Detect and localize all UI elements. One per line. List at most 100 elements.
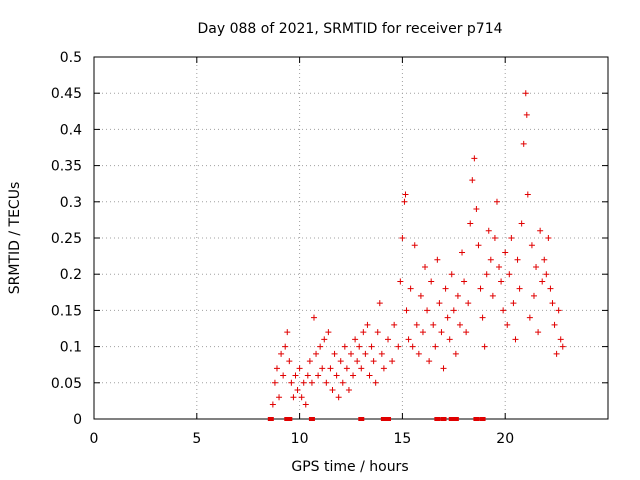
data-point <box>333 372 340 379</box>
data-point <box>545 235 552 241</box>
data-point <box>469 177 476 184</box>
data-point <box>528 242 535 249</box>
tick-labels: 0 5 10 15 20 0 0.05 0.1 0.15 0.2 0.25 0.3 0.35 0.4 0.4… <box>51 50 514 447</box>
data-point <box>422 263 429 270</box>
data-point <box>337 358 344 365</box>
y-tick-label: 0.3 <box>60 195 82 211</box>
y-tick-label: 0.25 <box>51 231 82 247</box>
data-point <box>325 329 332 336</box>
data-point <box>508 235 515 241</box>
data-point <box>345 387 352 394</box>
data-point <box>348 350 354 357</box>
data-point <box>288 379 295 386</box>
data-point <box>358 365 365 372</box>
data-point <box>465 300 472 307</box>
zero-flag <box>267 417 274 421</box>
zero-flag <box>358 417 365 421</box>
data-point <box>321 336 328 343</box>
data-point <box>450 307 457 314</box>
y-tick-label: 0.4 <box>60 122 82 138</box>
data-point <box>401 198 408 205</box>
chart-title: Day 088 of 2021, SRMTID for receiver p71… <box>197 21 502 37</box>
data-point <box>368 343 375 350</box>
data-point <box>385 336 392 343</box>
data-point <box>559 343 566 350</box>
data-point <box>389 358 396 365</box>
data-point <box>504 321 511 328</box>
data-point <box>477 285 484 292</box>
data-point <box>520 140 527 147</box>
data-point <box>555 307 562 314</box>
data-point <box>506 271 513 278</box>
data-point <box>444 314 451 321</box>
data-point <box>356 343 363 350</box>
data-point <box>487 256 494 263</box>
data-point <box>461 278 468 285</box>
y-tick-label: 0.05 <box>51 376 82 392</box>
data-point <box>366 372 373 379</box>
data-point <box>523 111 530 118</box>
x-tick-label: 15 <box>393 431 411 447</box>
data-point <box>360 329 367 336</box>
data-point <box>284 329 291 336</box>
data-point <box>493 198 500 205</box>
data-point <box>278 350 285 357</box>
data-point <box>294 387 301 394</box>
data-point <box>286 358 293 365</box>
data-point <box>343 365 350 372</box>
data-point <box>510 300 517 307</box>
data-point <box>290 394 297 401</box>
zero-flag <box>448 417 455 421</box>
data-point <box>436 300 443 307</box>
data-point <box>409 343 416 350</box>
data-point <box>354 358 361 365</box>
data-point <box>537 227 544 234</box>
y-tick-label: 0.45 <box>51 86 82 102</box>
data-point <box>432 343 439 350</box>
zero-flag <box>380 417 387 421</box>
data-point <box>459 249 466 256</box>
data-point <box>456 321 463 328</box>
data-point <box>370 358 377 365</box>
data-point <box>463 329 470 336</box>
y-axis-label: SRMTID / TECUs <box>7 182 23 295</box>
data-point <box>306 358 313 365</box>
zero-flag <box>452 417 459 421</box>
data-point <box>498 278 505 285</box>
data-point <box>417 292 424 299</box>
data-point <box>452 350 459 357</box>
zero-flag <box>308 417 315 421</box>
x-tick-label: 20 <box>496 431 514 447</box>
x-tick-label: 0 <box>90 431 99 447</box>
data-point <box>430 321 437 328</box>
data-point <box>419 329 426 336</box>
grid-lines <box>94 57 608 419</box>
data-point <box>327 365 334 372</box>
data-point <box>407 285 414 292</box>
data-point <box>380 365 387 372</box>
data-point <box>362 350 369 357</box>
data-point <box>448 271 455 278</box>
data-point <box>282 343 289 350</box>
data-point <box>485 227 492 234</box>
data-point <box>454 292 461 299</box>
zero-flag <box>385 417 392 421</box>
data-point <box>323 379 330 386</box>
y-tick-label: 0.5 <box>60 50 82 66</box>
zero-flag <box>479 417 486 421</box>
data-point <box>543 271 550 278</box>
data-point <box>300 379 307 386</box>
data-point <box>352 336 359 343</box>
data-point <box>335 394 342 401</box>
data-point <box>516 285 523 292</box>
data-point <box>518 220 525 227</box>
data-point <box>413 321 420 328</box>
data-point <box>496 263 503 270</box>
data-point <box>339 379 346 386</box>
data-point <box>403 307 410 314</box>
data-point <box>415 350 422 357</box>
data-point <box>411 242 418 249</box>
data-point <box>483 271 490 278</box>
data-point <box>541 256 548 263</box>
data-point <box>479 314 486 321</box>
